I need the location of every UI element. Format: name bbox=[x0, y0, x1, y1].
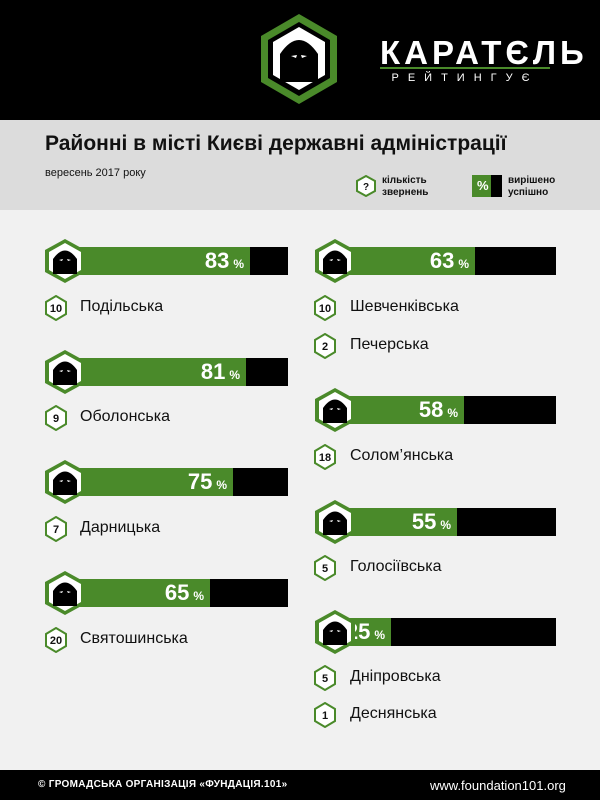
complaint-count-badge: 10 bbox=[314, 295, 336, 321]
legend-count-label-line2: звернень bbox=[382, 187, 429, 198]
legend-count-hexagon-icon: ? bbox=[356, 175, 376, 197]
complaint-count-label: 2 bbox=[322, 341, 328, 353]
bar-value-label: 75% bbox=[66, 468, 227, 496]
legend-percent-box: % bbox=[472, 175, 502, 197]
footer: © ГРОМАДСЬКА ОРГАНІЗАЦІЯ «ФУНДАЦІЯ.101» … bbox=[0, 770, 600, 800]
bar-fill bbox=[336, 247, 475, 275]
brand-divider bbox=[380, 67, 550, 69]
complaint-count-label: 5 bbox=[322, 563, 328, 575]
complaint-count-badge: 10 bbox=[45, 295, 67, 321]
hooded-figure-icon bbox=[45, 571, 85, 615]
complaint-count-label: 10 bbox=[319, 303, 331, 315]
bar-value-unit: % bbox=[440, 518, 451, 532]
bar-value-label: 81% bbox=[66, 358, 240, 386]
hooded-figure-icon bbox=[315, 500, 355, 544]
bar-value-label: 83% bbox=[66, 247, 244, 275]
district-rating-chart: 83% 10 Подільська 81% 9 Оболонська 75% 7 Дарниць… bbox=[0, 210, 600, 770]
bar-fill bbox=[66, 468, 233, 496]
bar-value-number: 55 bbox=[411, 509, 437, 534]
footer-website: www.foundation101.org bbox=[430, 778, 566, 793]
complaint-count-label: 18 bbox=[319, 452, 331, 464]
legend-count-label-line1: кількість bbox=[382, 175, 427, 186]
district-name: Солом’янська bbox=[350, 447, 454, 464]
district-name: Голосіївська bbox=[350, 558, 442, 575]
complaint-count-label: 5 bbox=[322, 673, 328, 685]
complaint-count-label: 10 bbox=[50, 303, 62, 315]
bar-value-unit: % bbox=[216, 478, 227, 492]
bar-value-label: 55% bbox=[336, 508, 451, 536]
legend-percent-label: вирішено успішно bbox=[508, 175, 555, 199]
bar-value-unit: % bbox=[447, 406, 458, 420]
district-name: Подільська bbox=[80, 298, 164, 315]
complaint-count-badge: 9 bbox=[45, 405, 67, 431]
district-name: Дніпровська bbox=[350, 668, 441, 685]
hooded-figure-icon bbox=[315, 388, 355, 432]
bar-value-number: 75 bbox=[187, 469, 213, 494]
hooded-figure-icon bbox=[315, 610, 355, 654]
legend-count-symbol: ? bbox=[363, 182, 369, 193]
complaint-count-badge: 2 bbox=[314, 333, 336, 359]
bar-value-number: 65 bbox=[164, 580, 190, 605]
bar-value-label: 58% bbox=[336, 396, 458, 424]
district-name: Шевченківська bbox=[350, 298, 459, 315]
bar-value-number: 81 bbox=[200, 359, 226, 384]
bar-value-unit: % bbox=[374, 628, 385, 642]
bar-value-unit: % bbox=[458, 257, 469, 271]
complaint-count-label: 20 bbox=[50, 635, 62, 647]
bar-fill bbox=[336, 508, 457, 536]
legend-percent-label-line1: вирішено bbox=[508, 175, 556, 186]
legend-percent-label-line2: успішно bbox=[508, 187, 549, 198]
bar-value-label: 63% bbox=[336, 247, 469, 275]
district-name: Оболонська bbox=[80, 408, 170, 425]
legend-count-label: кількість звернень bbox=[382, 175, 428, 199]
legend-percent-symbol: % bbox=[477, 178, 489, 193]
brand-tagline: РЕЙТИНГУЄ bbox=[391, 72, 539, 84]
district-name: Деснянська bbox=[350, 705, 437, 722]
district-name: Печерська bbox=[350, 336, 429, 353]
hooded-figure-icon bbox=[45, 239, 85, 283]
bar-value-number: 83 bbox=[204, 248, 230, 273]
bar-value-number: 63 bbox=[429, 248, 455, 273]
legend-percent-fill bbox=[472, 175, 491, 197]
report-date: вересень 2017 року bbox=[45, 167, 146, 179]
hooded-figure-icon bbox=[45, 460, 85, 504]
complaint-count-badge: 5 bbox=[314, 555, 336, 581]
complaint-count-label: 7 bbox=[53, 524, 59, 536]
bar-value-label: 65% bbox=[66, 579, 204, 607]
district-name: Дарницька bbox=[80, 519, 161, 536]
bar-value-unit: % bbox=[229, 368, 240, 382]
bar-fill bbox=[66, 579, 210, 607]
bar-value-number: 58 bbox=[418, 397, 444, 422]
bar-value-unit: % bbox=[233, 257, 244, 271]
complaint-count-badge: 7 bbox=[45, 516, 67, 542]
hooded-figure-icon bbox=[315, 239, 355, 283]
footer-copyright: © ГРОМАДСЬКА ОРГАНІЗАЦІЯ «ФУНДАЦІЯ.101» bbox=[38, 779, 288, 790]
complaint-count-badge: 1 bbox=[314, 702, 336, 728]
brand-name: КАРАТЄЛЬ bbox=[380, 34, 588, 71]
hooded-figure-icon bbox=[45, 350, 85, 394]
header-bar: КАРАТЄЛЬ РЕЙТИНГУЄ bbox=[0, 0, 600, 120]
complaint-count-badge: 5 bbox=[314, 665, 336, 691]
page-title: Районні в місті Києві державні адміністр… bbox=[45, 132, 507, 155]
bar-fill bbox=[336, 396, 464, 424]
hooded-figure-logo-icon bbox=[261, 14, 337, 104]
complaint-count-label: 9 bbox=[53, 413, 59, 425]
district-name: Святошинська bbox=[80, 630, 188, 647]
complaint-count-badge: 20 bbox=[45, 627, 67, 653]
bar-value-unit: % bbox=[193, 589, 204, 603]
bar-fill bbox=[66, 358, 246, 386]
bar-fill bbox=[66, 247, 250, 275]
complaint-count-badge: 18 bbox=[314, 444, 336, 470]
complaint-count-label: 1 bbox=[322, 710, 328, 722]
